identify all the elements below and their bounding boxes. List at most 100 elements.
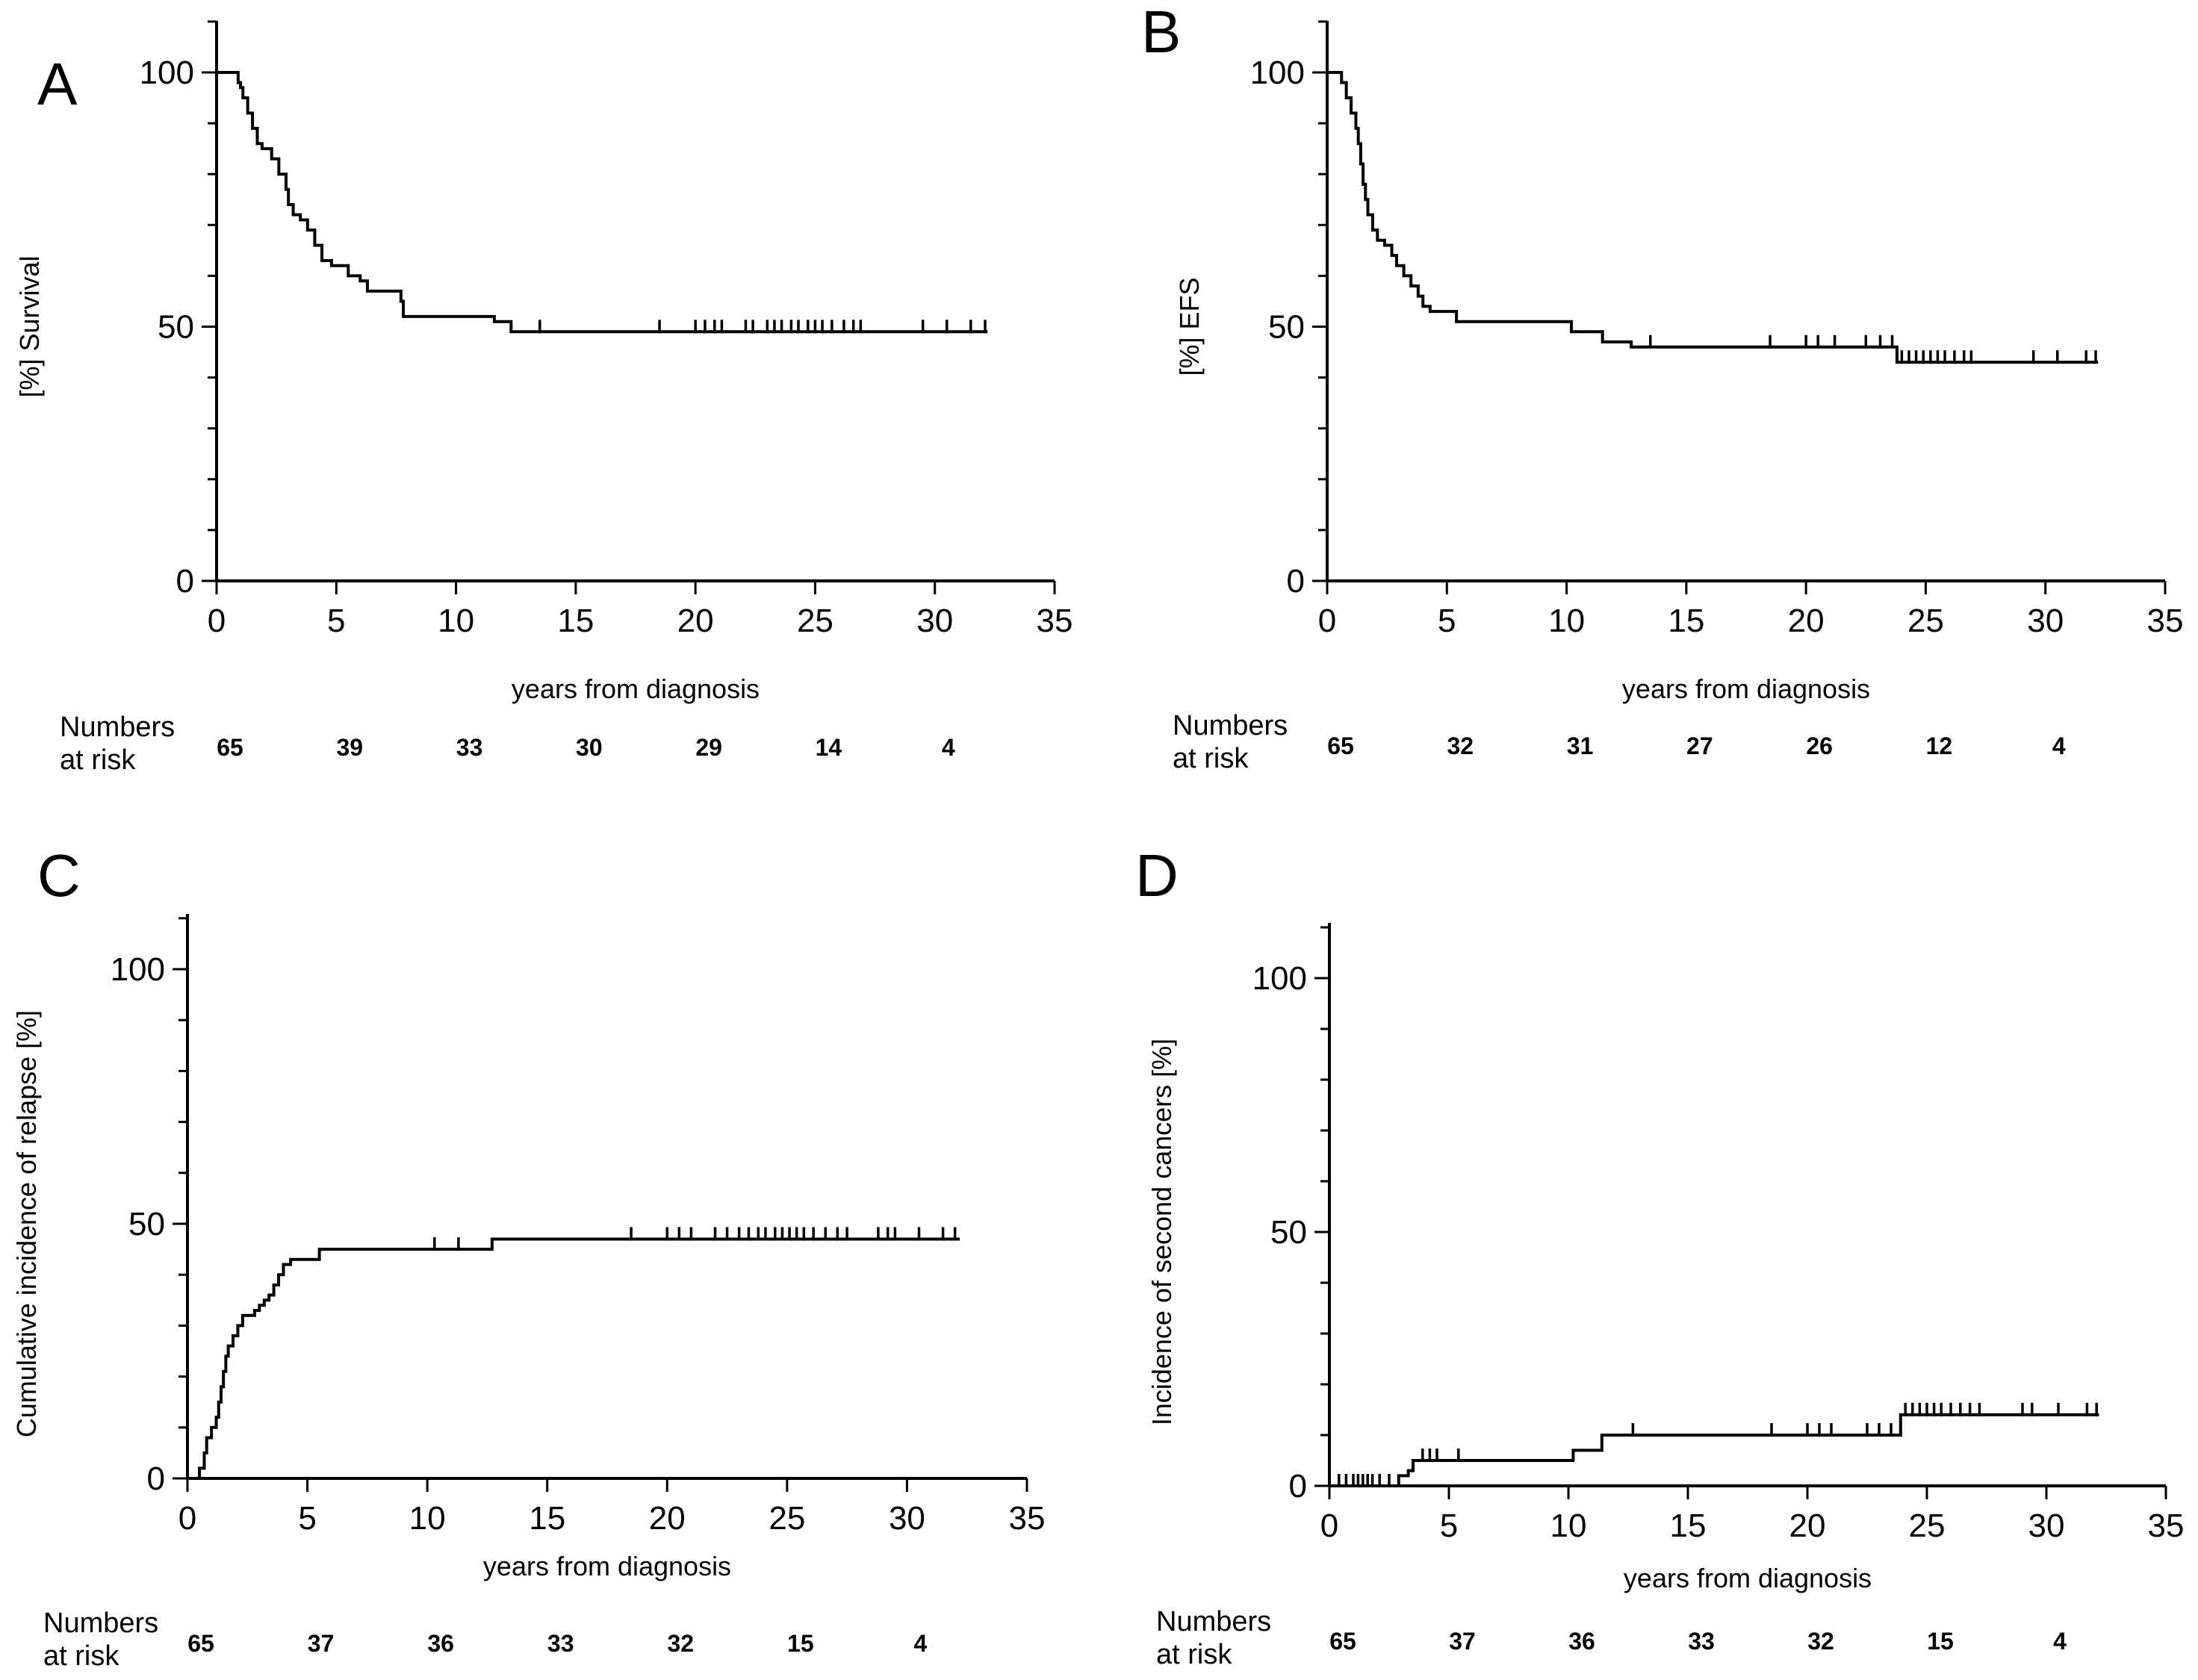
y-tick-label-b: 100 (1250, 55, 1305, 91)
panel-a: A 0 50 100 0 5 10 15 20 25 30 35 years from diagnosi… (14, 20, 1073, 776)
y-axis-label-d: Incidence of second cancers [%] (1146, 1039, 1177, 1425)
step-curve-b (1327, 71, 2099, 364)
x-tick-label-d: 15 (1670, 1508, 1707, 1544)
y-axis-label-b: [%] EFS (1174, 277, 1205, 376)
x-tick-label-c: 35 (1009, 1500, 1046, 1537)
step-curve-c (187, 1237, 960, 1480)
y-axis-label-a: [%] Survival (14, 255, 45, 397)
x-tick-label-b: 25 (1907, 603, 1944, 639)
risk-header-line2-a: at risk (60, 744, 136, 776)
at-risk-number-c: 37 (308, 1630, 335, 1657)
risk-header-line1-d: Numbers (1156, 1606, 1271, 1637)
at-risk-number-d: 65 (1329, 1628, 1356, 1655)
at-risk-number-a: 65 (217, 734, 243, 761)
x-tick-label-d: 35 (2148, 1508, 2185, 1544)
step-curve-d (1329, 1413, 2099, 1487)
x-tick-label-b: 0 (1318, 603, 1336, 639)
panel-b: B 0 50 100 0 5 10 15 20 25 30 35 years from diagnosi… (1141, 0, 2183, 774)
at-risk-number-b: 4 (2052, 732, 2066, 759)
at-risk-number-c: 36 (427, 1630, 454, 1657)
y-tick-label-b: 0 (1287, 563, 1305, 600)
x-axis-label-a: years from diagnosis (512, 673, 760, 704)
panel-letter-c: C (37, 842, 81, 909)
at-risk-number-a: 4 (942, 734, 955, 761)
at-risk-number-a: 30 (576, 734, 603, 761)
at-risk-number-c: 15 (787, 1630, 814, 1657)
risk-header-line2-d: at risk (1156, 1639, 1232, 1670)
at-risk-number-c: 32 (667, 1630, 694, 1657)
at-risk-number-d: 15 (1927, 1628, 1954, 1655)
x-tick-label-b: 35 (2147, 603, 2184, 639)
x-tick-label-b: 10 (1548, 603, 1585, 639)
x-tick-label-a: 25 (797, 603, 833, 639)
x-tick-label-c: 15 (529, 1500, 565, 1537)
panel-letter-d: D (1135, 842, 1179, 909)
risk-header-line2-b: at risk (1173, 743, 1249, 774)
x-axis-label-c: years from diagnosis (483, 1551, 731, 1581)
y-tick-label-a: 0 (176, 563, 194, 600)
x-tick-label-b: 20 (1788, 603, 1825, 639)
step-curve-a (217, 71, 988, 334)
x-tick-label-c: 0 (178, 1500, 196, 1537)
at-risk-number-b: 65 (1327, 732, 1354, 759)
x-tick-label-c: 25 (769, 1500, 805, 1537)
at-risk-number-d: 32 (1807, 1628, 1834, 1655)
at-risk-number-b: 31 (1567, 732, 1594, 759)
x-tick-label-c: 5 (298, 1500, 316, 1537)
x-tick-label-b: 5 (1438, 603, 1456, 639)
x-tick-label-a: 15 (557, 603, 594, 639)
x-tick-label-d: 30 (2028, 1508, 2065, 1544)
panel-c: C 0 50 100 0 5 10 15 20 25 30 35 years from diagnosi… (11, 842, 1045, 1672)
at-risk-number-d: 37 (1449, 1628, 1476, 1655)
at-risk-number-c: 33 (547, 1630, 574, 1657)
at-risk-number-a: 29 (695, 734, 722, 761)
x-tick-label-c: 10 (409, 1500, 446, 1537)
y-tick-label-c: 50 (128, 1206, 165, 1242)
at-risk-number-c: 65 (187, 1630, 214, 1657)
x-axis-label-b: years from diagnosis (1622, 673, 1870, 704)
x-tick-label-b: 15 (1668, 603, 1704, 639)
y-tick-label-b: 50 (1268, 309, 1305, 346)
x-tick-label-a: 30 (916, 603, 953, 639)
y-tick-label-a: 50 (158, 309, 194, 346)
x-tick-label-d: 5 (1440, 1508, 1458, 1544)
x-tick-label-a: 10 (438, 603, 474, 639)
panel-letter-b: B (1141, 0, 1181, 65)
y-tick-label-c: 100 (111, 951, 165, 988)
at-risk-number-b: 12 (1926, 732, 1953, 759)
y-tick-label-c: 0 (147, 1460, 165, 1497)
at-risk-number-b: 27 (1686, 732, 1713, 759)
at-risk-number-b: 26 (1806, 732, 1833, 759)
risk-header-line1-b: Numbers (1173, 710, 1288, 741)
at-risk-number-d: 36 (1568, 1628, 1595, 1655)
x-tick-label-b: 30 (2027, 603, 2064, 639)
at-risk-number-d: 4 (2053, 1628, 2067, 1655)
x-tick-label-c: 30 (889, 1500, 925, 1537)
risk-header-line1-c: Numbers (43, 1608, 158, 1639)
at-risk-number-a: 14 (816, 734, 842, 761)
y-tick-label-d: 100 (1252, 960, 1307, 997)
x-tick-label-d: 20 (1789, 1508, 1826, 1544)
at-risk-number-a: 33 (456, 734, 483, 761)
at-risk-number-c: 4 (914, 1630, 928, 1657)
x-tick-label-a: 5 (327, 603, 345, 639)
x-tick-label-d: 10 (1550, 1508, 1587, 1544)
y-tick-label-d: 0 (1289, 1468, 1307, 1505)
at-risk-number-b: 32 (1447, 732, 1474, 759)
x-tick-label-d: 25 (1909, 1508, 1946, 1544)
x-tick-label-a: 0 (208, 603, 226, 639)
x-tick-label-a: 20 (677, 603, 714, 639)
x-axis-label-d: years from diagnosis (1624, 1563, 1872, 1593)
x-tick-label-c: 20 (649, 1500, 686, 1537)
x-tick-label-a: 35 (1037, 603, 1073, 639)
panel-d: D 0 50 100 0 5 10 15 20 25 30 35 years from diagnosi… (1135, 842, 2184, 1670)
at-risk-number-a: 39 (336, 734, 363, 761)
y-tick-label-d: 50 (1270, 1214, 1307, 1251)
x-tick-label-d: 0 (1320, 1508, 1338, 1544)
y-tick-label-a: 100 (140, 55, 194, 91)
panel-letter-a: A (37, 51, 78, 117)
risk-header-line1-a: Numbers (60, 712, 175, 743)
y-axis-label-c: Cumulative incidence of relapse [%] (11, 1010, 42, 1437)
risk-header-line2-c: at risk (43, 1640, 119, 1672)
